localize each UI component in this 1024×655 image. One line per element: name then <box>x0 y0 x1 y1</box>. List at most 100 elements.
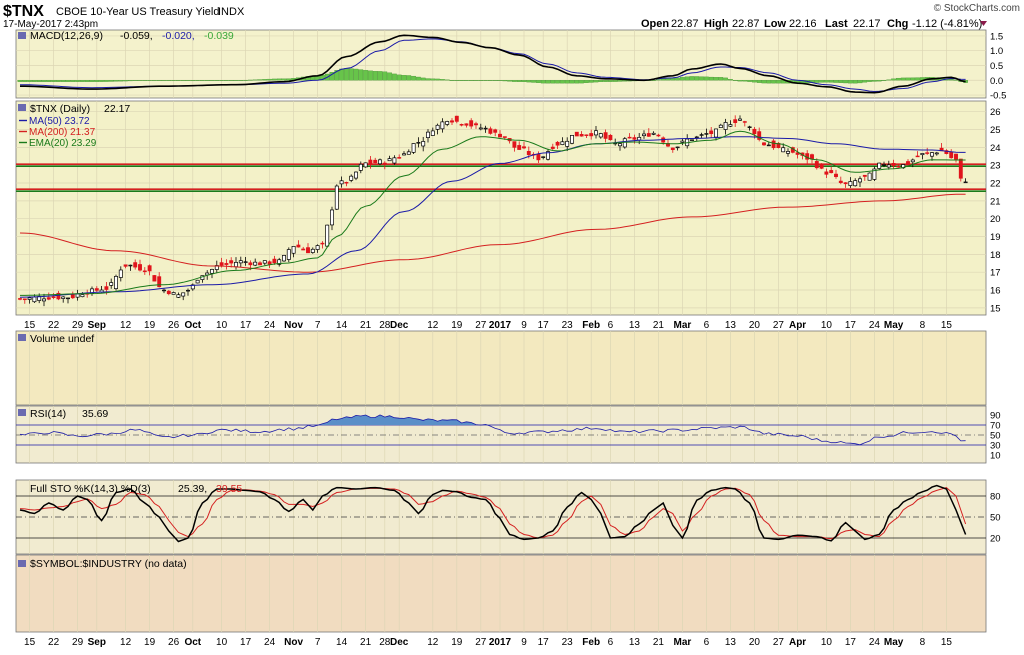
candle-body <box>282 255 286 262</box>
candle-body <box>608 134 613 141</box>
macd-histogram-bar <box>536 80 541 83</box>
macd-histogram-bar <box>713 77 719 81</box>
macd-value-1: -0.059, <box>120 30 153 42</box>
candle-body <box>522 146 526 149</box>
candle-body <box>526 151 531 156</box>
macd-histogram-bar <box>104 80 109 82</box>
price-y-tick: 25 <box>990 125 1001 136</box>
macd-histogram-bar <box>521 80 527 82</box>
macd-histogram-bar <box>27 80 32 82</box>
chart-datetime: 17-May-2017 2:43pm <box>3 19 98 30</box>
x-axis-tick: 2017 <box>489 320 512 331</box>
macd-histogram-bar <box>584 80 589 83</box>
price-label: $TNX (Daily) <box>30 103 90 115</box>
candle-body <box>949 151 954 159</box>
macd-histogram-bar <box>411 75 416 81</box>
macd-histogram-bar <box>867 80 872 82</box>
candle-body <box>258 262 262 266</box>
candle-body <box>757 131 762 140</box>
ma50-line <box>19 136 966 298</box>
candle-body <box>296 244 301 248</box>
macd-histogram-bar <box>915 77 920 81</box>
candle-body <box>555 141 560 146</box>
macd-histogram-bar <box>574 80 580 84</box>
candle-body <box>603 132 608 139</box>
brand-watermark: © StockCharts.com <box>934 3 1020 14</box>
candle-body <box>747 126 752 128</box>
ohlc-summary: Open 22.87 High 22.87 Low 22.16 Last 22.… <box>641 18 987 30</box>
candle-body <box>834 173 838 178</box>
macd-histogram-bar <box>608 80 613 82</box>
macd-histogram-bar <box>848 80 853 84</box>
macd-histogram-bar <box>387 72 392 81</box>
macd-histogram-bar <box>612 80 618 82</box>
candle-body <box>896 165 901 168</box>
candle-body <box>229 260 234 264</box>
macd-histogram-bar <box>819 80 824 83</box>
macd-histogram-bar <box>502 80 508 82</box>
x-axis-tick: 19 <box>451 637 463 648</box>
macd-histogram-bar <box>459 80 464 82</box>
candle-body <box>910 159 915 163</box>
candle-body <box>699 134 704 136</box>
macd-histogram-bar <box>828 80 834 83</box>
macd-histogram-bar <box>771 80 776 84</box>
macd-histogram-bar <box>281 78 287 81</box>
candle-body <box>224 263 229 265</box>
candle-body <box>142 270 147 273</box>
macd-histogram-bar <box>257 79 263 81</box>
axis-layer: 15 22 29 Sep 12 19 26 Oct 10 17 24 Nov 7 14 21 28 Dec 12 1… <box>24 320 952 648</box>
macd-label: MACD(12,26,9) <box>30 30 103 42</box>
x-axis-tick: 26 <box>168 637 180 648</box>
candle-body <box>138 264 142 271</box>
last-value: 22.17 <box>853 18 881 30</box>
x-axis-tick: 27 <box>475 320 487 331</box>
candle-body <box>646 133 651 137</box>
candle-body <box>776 142 781 148</box>
x-axis-tick: Oct <box>184 637 201 648</box>
price-y-tick: 21 <box>990 196 1001 207</box>
candle-body <box>363 162 368 168</box>
macd-histogram-bar <box>94 80 100 82</box>
candle-body <box>574 131 579 137</box>
macd-histogram-bar <box>46 80 52 82</box>
candle-body <box>195 279 200 284</box>
macd-histogram-bar <box>248 79 253 81</box>
candle-body <box>838 180 843 183</box>
candle-body <box>373 159 378 164</box>
symbol-label: $SYMBOL:$INDUSTRY (no data) <box>30 558 187 570</box>
candle-body <box>325 224 330 247</box>
candle-body <box>171 292 176 295</box>
macd-histogram-bar <box>166 80 172 81</box>
x-axis-tick: 10 <box>821 637 833 648</box>
candle-body <box>262 260 267 264</box>
macd-histogram-bar <box>137 80 143 81</box>
candle-body <box>118 269 123 278</box>
x-axis-tick: 13 <box>725 320 737 331</box>
macd-histogram-bar <box>113 80 119 82</box>
candle-body <box>267 261 272 265</box>
legend-entry: EMA(20) 23.29 <box>29 138 97 149</box>
macd-histogram-bar <box>214 80 220 81</box>
candle-body <box>478 127 483 130</box>
macd-histogram-bar <box>224 80 229 81</box>
macd-histogram-bar <box>694 76 700 81</box>
x-axis-tick: 12 <box>120 320 132 331</box>
candle-body <box>114 276 118 290</box>
macd-histogram-bar <box>65 80 71 82</box>
candle-body <box>632 137 637 140</box>
macd-histogram-bar <box>84 80 90 82</box>
macd-histogram-bar <box>128 80 133 82</box>
candle-body <box>306 247 310 254</box>
macd-histogram-bar <box>862 80 868 83</box>
macd-histogram-bar <box>36 80 42 82</box>
price-last: 22.17 <box>104 103 130 115</box>
macd-histogram-bar <box>708 76 714 81</box>
macd-histogram-bar <box>320 75 325 81</box>
x-axis-tick: 21 <box>653 637 665 648</box>
candle-body <box>406 151 411 155</box>
candle-body <box>368 159 373 165</box>
macd-histogram-bar <box>156 80 162 81</box>
candle-body <box>430 130 435 136</box>
